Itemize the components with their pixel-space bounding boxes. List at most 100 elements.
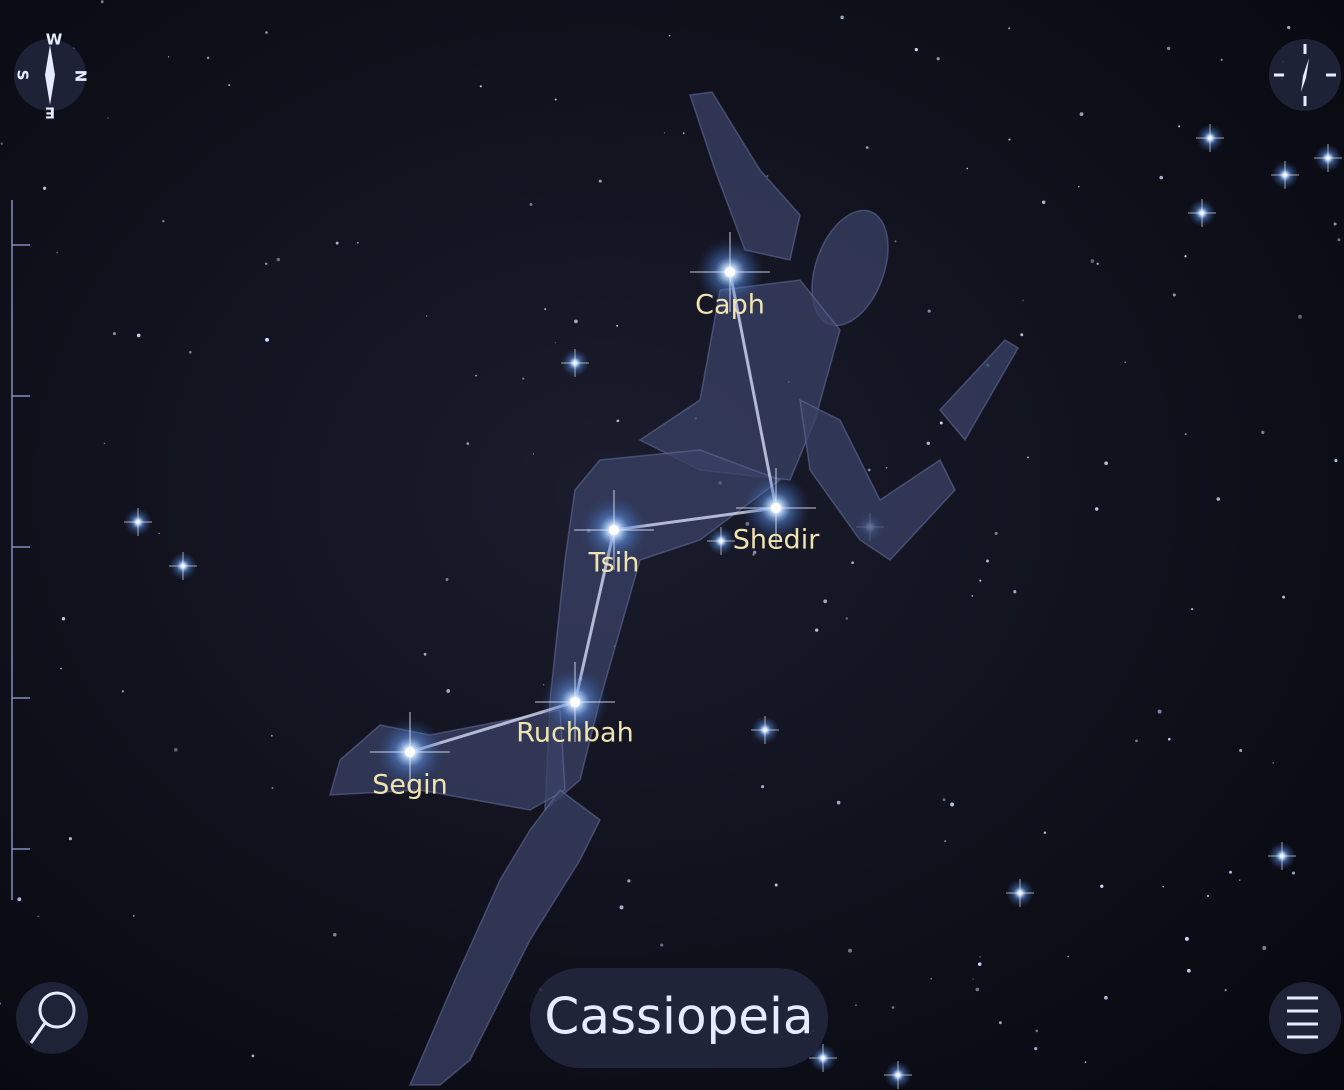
star [837,801,841,805]
star [1159,176,1163,180]
star [336,242,339,245]
star [1225,989,1227,991]
star [940,422,943,425]
star [979,956,980,957]
star [892,1006,895,1009]
star [1104,996,1108,1000]
star-core [725,267,735,277]
star [775,884,778,887]
star [37,916,39,918]
sky-view[interactable]: CaphShedirTsihRuchbahSegin W N E S [0,0,1344,1090]
menu-button[interactable] [1269,982,1341,1054]
star [1261,431,1264,434]
star [1097,263,1099,265]
star [846,617,848,619]
star [555,99,557,101]
star [1013,590,1016,593]
star [101,0,104,3]
star [1027,456,1029,458]
star [627,879,630,882]
search-button[interactable] [16,982,88,1054]
star [999,1021,1002,1024]
star [937,57,940,60]
constellation-name-button[interactable]: Cassiopeia [530,968,828,1068]
star [252,1055,255,1058]
star [1187,969,1191,973]
star [174,748,178,752]
star [265,263,267,265]
star [17,897,21,901]
star [446,578,449,581]
star [1207,895,1209,897]
star-core [405,747,415,757]
compass-west-label: W [46,31,63,49]
star-core [771,503,781,513]
star [1221,59,1223,61]
star [277,258,280,261]
star [475,375,477,377]
star [1185,433,1187,435]
star [1135,740,1138,743]
star [1100,885,1103,888]
star [1282,596,1285,599]
star [271,735,273,737]
star [978,962,982,966]
star [995,532,998,535]
star [1044,831,1046,833]
star [1272,762,1274,764]
star [1008,27,1010,29]
star [533,453,534,454]
star [1022,300,1023,301]
star [357,242,359,244]
menu-bg [1269,982,1341,1054]
star [69,837,72,840]
star [56,252,58,254]
star [159,533,160,534]
star [1008,139,1010,141]
star [1104,461,1108,465]
star [1080,112,1084,116]
star [943,798,946,801]
compass-south: S [14,70,32,81]
star [660,943,663,946]
star [950,803,954,807]
star [1042,200,1045,203]
star [62,617,65,620]
star [599,180,602,183]
star [1262,946,1266,950]
star [927,442,930,445]
star [1067,956,1069,958]
star [967,168,969,170]
star [1216,497,1220,501]
star [1184,255,1186,257]
star [424,653,427,656]
star [1337,238,1340,241]
star [574,319,578,323]
star-label: Ruchbah [516,718,633,749]
star-label: Tsih [588,548,640,579]
star [104,443,106,445]
star [1173,293,1176,296]
star [1229,871,1232,874]
star [271,787,273,789]
star [1036,1030,1039,1033]
star [971,595,973,597]
star [979,580,981,582]
star [616,325,618,327]
star [522,377,524,379]
star [1020,333,1023,336]
star [426,315,427,316]
star [868,469,871,472]
star [265,338,269,342]
star [1334,459,1337,462]
star [1158,710,1162,714]
time-button[interactable] [1269,39,1341,111]
star [446,689,450,693]
star [1124,361,1126,363]
star [855,1004,856,1005]
star [1167,47,1170,50]
star [915,48,918,51]
star [543,684,544,685]
star [228,84,230,86]
star [1239,749,1242,752]
